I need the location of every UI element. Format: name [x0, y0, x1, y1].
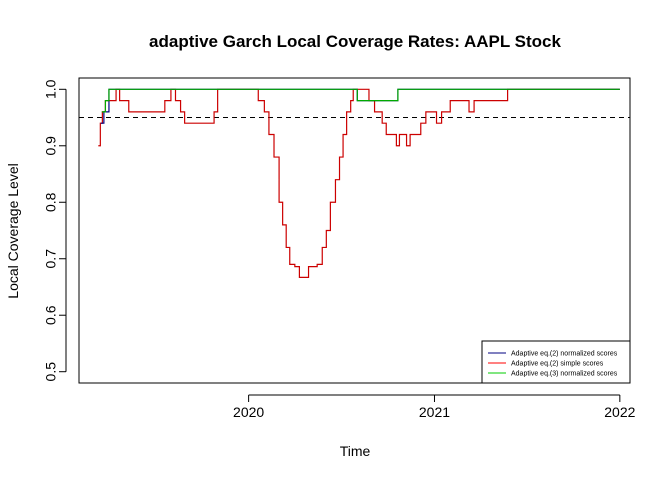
y-tick-label: 0.7 — [43, 249, 59, 269]
legend-label: Adaptive eq.(2) normalized scores — [511, 351, 618, 358]
y-tick-label: 0.9 — [43, 136, 59, 156]
series-line — [101, 88, 620, 113]
y-tick-label: 0.5 — [43, 362, 59, 382]
x-tick-label: 2022 — [604, 404, 635, 420]
series-line — [98, 88, 620, 278]
legend: Adaptive eq.(2) normalized scores Adaptiv… — [481, 340, 631, 384]
x-axis-label: Time — [340, 443, 371, 459]
legend-label: Adaptive eq.(2) simple scores — [511, 361, 604, 368]
y-axis: 0.5 0.6 0.7 0.8 0.9 1.0 — [43, 79, 67, 382]
y-tick-label: 0.8 — [43, 192, 59, 212]
y-tick-label: 0.6 — [43, 305, 59, 325]
y-tick-label: 1.0 — [43, 79, 59, 99]
x-tick-label: 2020 — [233, 404, 264, 420]
y-axis-label: Local Coverage Level — [5, 163, 21, 298]
chart-title: adaptive Garch Local Coverage Rates: AAP… — [149, 32, 561, 51]
legend-box — [481, 340, 631, 384]
plot-area — [79, 88, 630, 278]
plot-frame — [78, 77, 631, 384]
x-tick-label: 2021 — [419, 404, 450, 420]
legend-label: Adaptive eq.(3) normalized scores — [511, 371, 618, 378]
x-axis: 2020 2021 2022 — [233, 394, 636, 420]
